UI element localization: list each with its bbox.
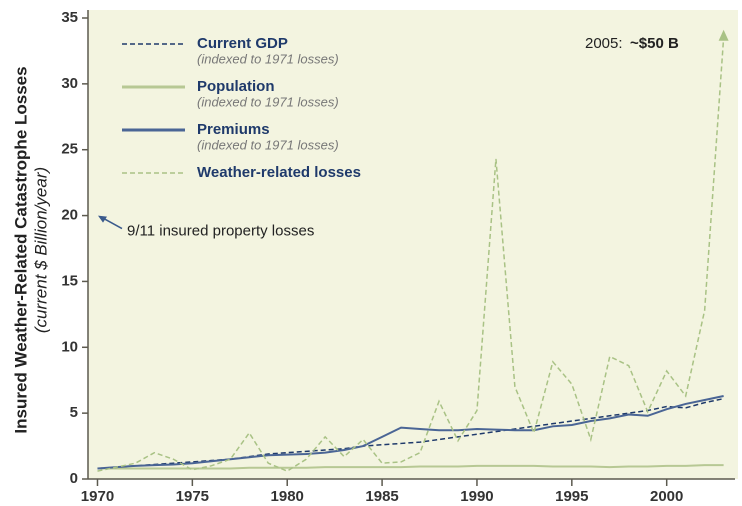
series-line [97, 37, 725, 472]
y-tick-label: 15 [61, 272, 78, 289]
annotation-bold: ~$50 B [630, 35, 679, 52]
y-axis-label: Insured Weather-Related Catastrophe Loss… [11, 66, 30, 433]
y-tick-label: 10 [61, 338, 78, 355]
legend-label: Premiums [197, 121, 270, 138]
annotation-arrow [101, 216, 123, 230]
plot-background [88, 10, 738, 479]
legend-label: Weather-related losses [197, 164, 361, 181]
y-tick-label: 25 [61, 141, 78, 158]
legend-label: Current GDP [197, 35, 288, 52]
series-line [97, 395, 724, 470]
legend-sublabel: (indexed to 1971 losses) [197, 94, 339, 109]
x-tick-label: 1995 [555, 488, 588, 505]
annotation-arrowhead [98, 215, 107, 223]
annotation-text: 9/11 insured property losses [127, 223, 314, 240]
y-tick-label: 0 [70, 470, 78, 487]
legend-sublabel: (indexed to 1971 losses) [197, 51, 339, 66]
y-tick-label: 20 [61, 207, 78, 224]
annotation: 2005: ~$50 B [585, 35, 679, 52]
annotation-text: 2005: [585, 35, 623, 52]
arrowhead [718, 29, 729, 41]
x-tick-label: 1990 [460, 488, 493, 505]
x-tick-label: 1980 [271, 488, 304, 505]
y-tick-label: 5 [70, 404, 78, 421]
x-tick-label: 1985 [365, 488, 398, 505]
legend-sublabel: (indexed to 1971 losses) [197, 137, 339, 152]
y-tick-label: 30 [61, 75, 78, 92]
legend-label: Population [197, 78, 275, 95]
x-tick-label: 2000 [650, 488, 683, 505]
y-axis-sublabel: (current $ Billion/year) [31, 167, 50, 333]
x-tick-label: 1970 [81, 488, 114, 505]
y-tick-label: 35 [61, 9, 78, 26]
series-line [97, 464, 724, 470]
x-tick-label: 1975 [176, 488, 209, 505]
